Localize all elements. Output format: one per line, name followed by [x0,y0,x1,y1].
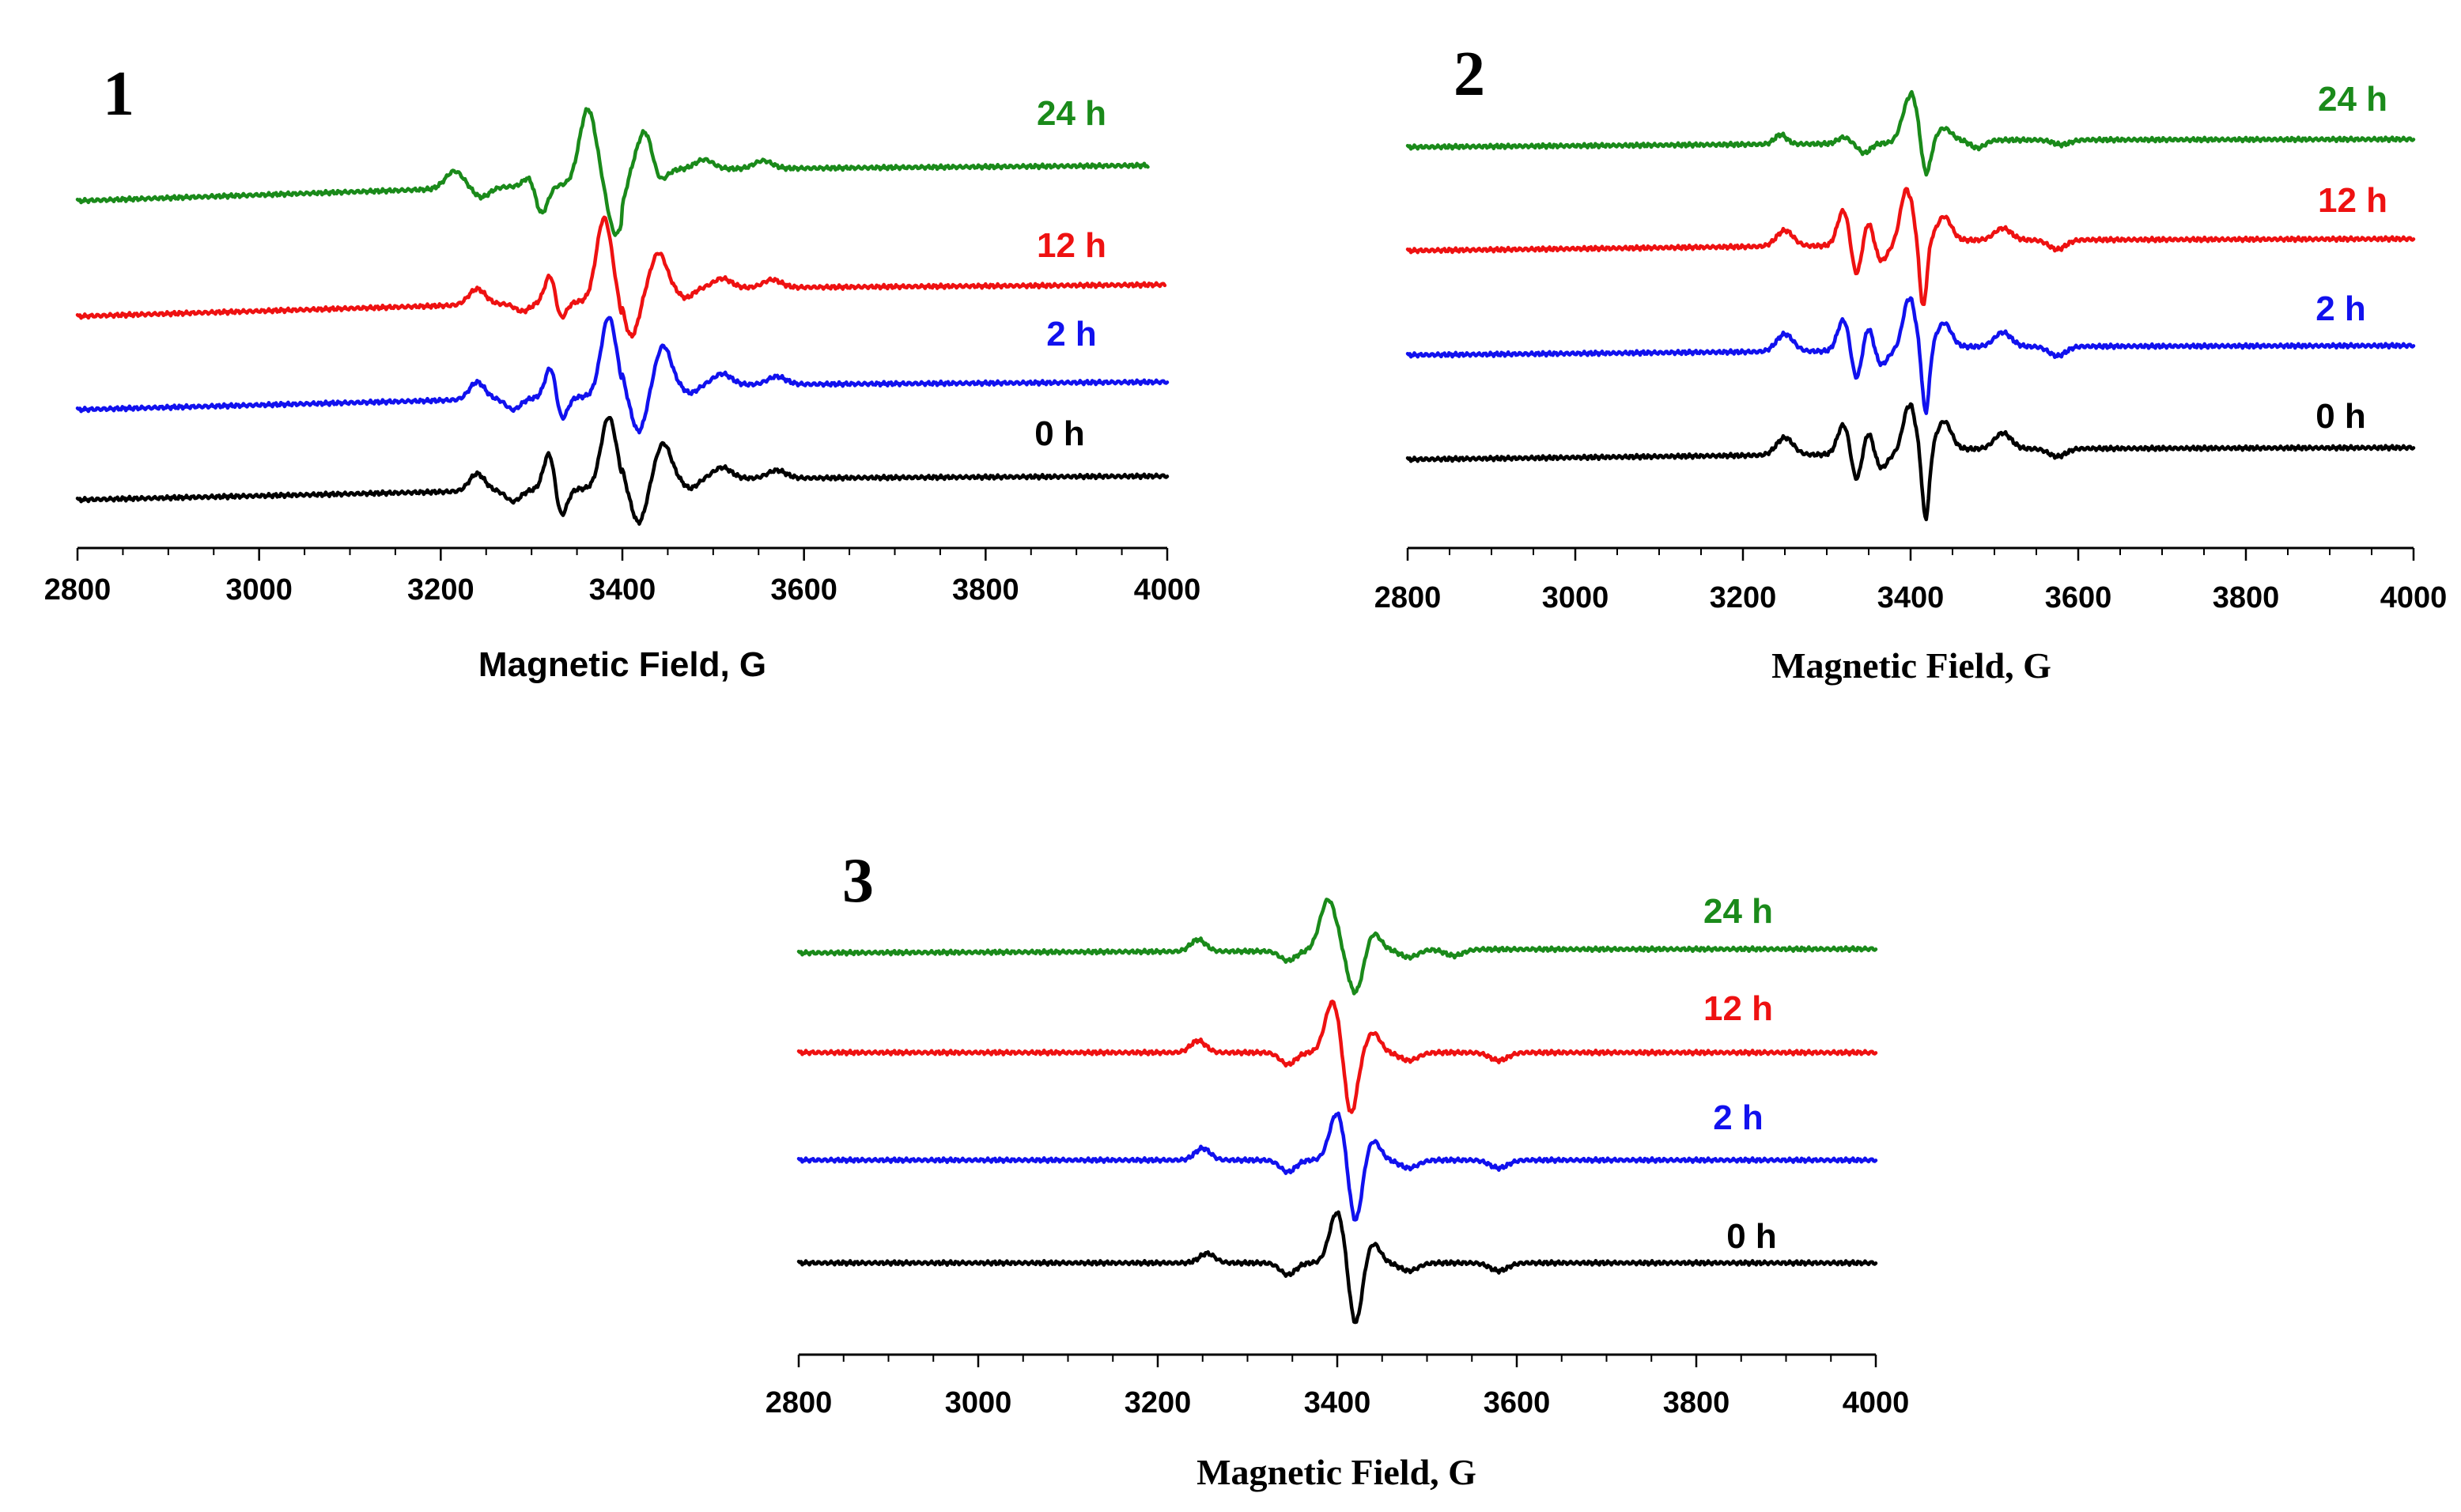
panel-1-traces [75,107,1170,526]
tick-label: 3800 [2213,581,2280,614]
panel-3-label-24h: 24 h [1703,892,1773,931]
tick-label: 3200 [1125,1386,1192,1419]
panel-1-xlabel: Magnetic Field, G [478,645,766,684]
tick-label: 3400 [1877,581,1945,614]
panel-3-series-labels: 24 h 12 h 2 h 0 h [1703,892,1777,1256]
trace-12h [796,1000,1878,1114]
tick-label: 3600 [2045,581,2112,614]
trace-2h [796,1111,1878,1222]
panel-3-label-2h: 2 h [1713,1098,1764,1137]
tick-label: 3200 [1710,581,1777,614]
panel-2-series-labels: 24 h 12 h 2 h 0 h [2315,80,2387,436]
tick-label: 2800 [44,573,112,607]
panel-3-label-0h: 0 h [1726,1217,1777,1256]
tick-label: 3800 [952,573,1019,607]
panel-2-traces [1405,89,2416,522]
tick-label: 3000 [1542,581,1609,614]
trace-24h [75,107,1150,237]
tick-label: 4000 [1843,1386,1910,1419]
panel-2-id: 2 [1454,40,1485,109]
panel-1-ticks: 2800 3000 3200 3400 3600 3800 4000 [44,548,1201,607]
trace-24h [1405,89,2416,177]
tick-label: 2800 [1374,581,1442,614]
trace-0h [75,416,1170,526]
tick-label: 4000 [2380,581,2448,614]
trace-12h [75,215,1167,339]
panel-2-label-12h: 12 h [2318,181,2387,220]
tick-label: 3600 [1484,1386,1551,1419]
panel-2-ticks: 2800 3000 3200 3400 3600 3800 4000 [1374,548,2448,614]
trace-0h [796,1210,1878,1325]
panel-3-traces [796,898,1878,1325]
tick-label: 3400 [1304,1386,1371,1419]
panel-1-id: 1 [103,59,134,129]
panel-3-id: 3 [842,846,874,916]
panel-1-series-labels: 24 h 12 h 2 h 0 h [1034,94,1106,453]
panel-2-label-24h: 24 h [2318,80,2387,119]
trace-24h [796,898,1878,996]
panel-1-label-24h: 24 h [1037,94,1106,133]
panel-1-label-2h: 2 h [1046,315,1097,353]
tick-label: 3600 [770,573,837,607]
panel-3-ticks: 2800 3000 3200 3400 3600 3800 4000 [766,1355,1910,1419]
tick-label: 2800 [766,1386,833,1419]
trace-2h [1405,296,2416,415]
panel-3-label-12h: 12 h [1703,989,1773,1028]
tick-label: 3000 [945,1386,1012,1419]
tick-label: 3200 [407,573,474,607]
panel-2-label-0h: 0 h [2315,397,2366,436]
panel-3-chart: 3 24 h 12 h 2 h 0 h 2800 3000 3200 3400 3600… [766,846,1910,1492]
tick-label: 4000 [1134,573,1201,607]
panel-2-label-2h: 2 h [2315,289,2366,328]
panel-1-chart: 1 24 h 12 h 2 h 0 h 2800 3000 3200 3400 3600… [44,59,1201,684]
panel-2-chart: 2 24 h 12 h 2 h 0 h 2800 3000 3200 3400 3600… [1374,40,2448,686]
tick-label: 3800 [1663,1386,1730,1419]
panel-1-label-0h: 0 h [1034,414,1085,453]
tick-label: 3400 [589,573,656,607]
trace-2h [75,316,1170,435]
panel-1-label-12h: 12 h [1037,226,1106,265]
tick-label: 3000 [225,573,293,607]
panel-3-xlabel: Magnetic Field, G [1196,1452,1476,1492]
trace-0h [1405,402,2416,522]
panel-2-xlabel: Magnetic Field, G [1771,645,2051,686]
trace-12h [1405,187,2416,306]
